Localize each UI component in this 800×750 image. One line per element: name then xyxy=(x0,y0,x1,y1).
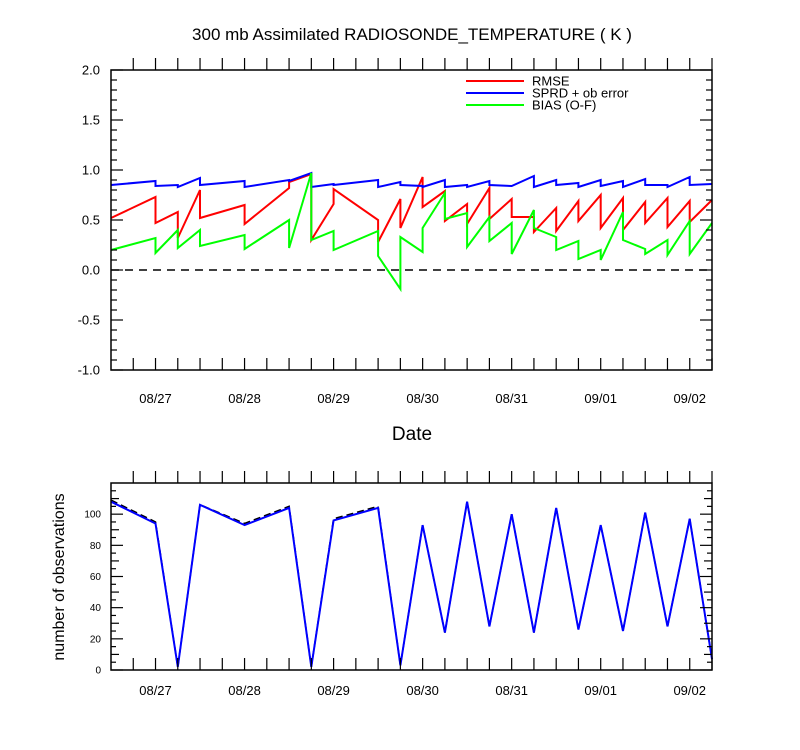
series-line-sprd-ob-error xyxy=(110,171,713,189)
series-line-possible xyxy=(110,499,713,668)
x-axis-label: Date xyxy=(392,424,432,445)
x-tick-label: 09/01 xyxy=(584,683,617,698)
y-tick-label: -1.0 xyxy=(78,363,100,378)
top-series-lines xyxy=(110,171,713,293)
x-tick-label: 08/29 xyxy=(317,683,350,698)
chart-title: 300 mb Assimilated RADIOSONDE_TEMPERATUR… xyxy=(192,25,632,44)
x-tick-label: 09/02 xyxy=(673,391,706,406)
x-tick-label: 09/01 xyxy=(584,391,617,406)
y-tick-label: 0 xyxy=(95,666,101,677)
y-tick-label: 0.0 xyxy=(82,263,100,278)
y-tick-label: -0.5 xyxy=(78,313,100,328)
x-tick-label: 08/27 xyxy=(139,391,172,406)
x-tick-label: 08/31 xyxy=(495,683,528,698)
y-tick-label: 1.5 xyxy=(82,113,100,128)
y-tick-label: 20 xyxy=(90,634,102,645)
x-tick-label: 08/30 xyxy=(406,391,439,406)
legend-label-rmse: RMSE xyxy=(532,74,570,89)
y-tick-label: 80 xyxy=(90,541,102,552)
bottom-series-lines xyxy=(110,499,713,668)
x-tick-label: 08/30 xyxy=(406,683,439,698)
x-tick-label: 08/29 xyxy=(317,391,350,406)
y-tick-label: 1.0 xyxy=(82,163,100,178)
bottom-axis-ticks: 0 20 40 60 80 100 08/27 08/28 08/29 08/30 08/31 09/… xyxy=(84,471,713,698)
x-tick-label: 08/28 xyxy=(228,683,261,698)
top-panel: 2.0 1.5 1.0 0.5 0.0 -0.5 -1.0 08/27 08/28 08/29 08… xyxy=(78,58,713,406)
series-line-bias-o-f xyxy=(110,172,713,293)
bottom-y-axis-label: number of observations xyxy=(51,493,68,660)
y-tick-label: 100 xyxy=(84,510,101,521)
top-axis-ticks: 2.0 1.5 1.0 0.5 0.0 -0.5 -1.0 08/27 08/28 08/29 08… xyxy=(78,58,713,406)
x-tick-label: 08/27 xyxy=(139,683,172,698)
series-line-assimilated xyxy=(110,500,713,668)
y-tick-label: 2.0 xyxy=(82,63,100,78)
legend-label-bias-o-f: BIAS (O-F) xyxy=(532,98,596,113)
x-tick-label: 08/31 xyxy=(495,391,528,406)
x-tick-label: 09/02 xyxy=(673,683,706,698)
y-tick-label: 0.5 xyxy=(82,213,100,228)
y-tick-label: 60 xyxy=(90,572,102,583)
bottom-plot-frame xyxy=(110,482,713,671)
top-plot-frame xyxy=(110,69,713,371)
y-tick-label: 40 xyxy=(90,603,102,614)
legend-label-sprd-ob-error: SPRD + ob error xyxy=(532,86,629,101)
x-tick-label: 08/28 xyxy=(228,391,261,406)
bottom-panel: 0 20 40 60 80 100 08/27 08/28 08/29 08/30 08/31 09/… xyxy=(84,471,713,698)
